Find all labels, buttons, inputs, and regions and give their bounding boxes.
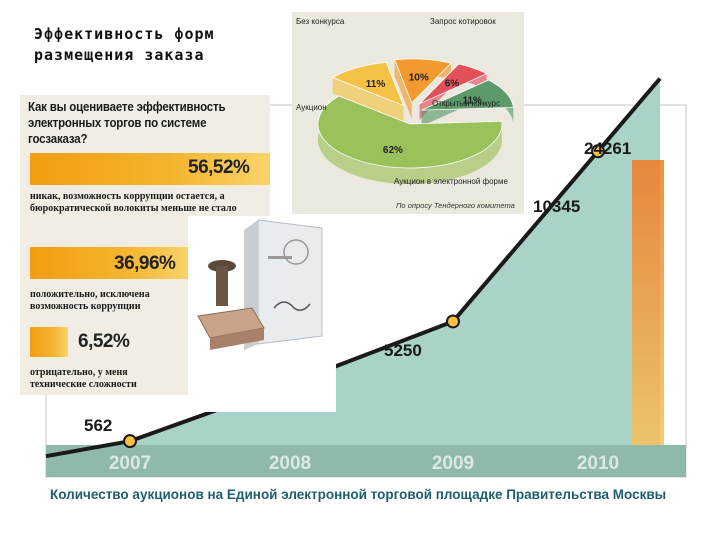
x-tick-2009: 2009 — [432, 453, 474, 474]
pie-slice-2 — [419, 63, 488, 105]
survey-question: Как вы оцениваете эффективность электрон… — [28, 100, 226, 146]
page-title: Эффективность форм размещения заказа — [34, 24, 215, 66]
survey-value-2: 36,96% — [114, 253, 176, 274]
pie-value-3: 11% — [462, 96, 482, 107]
survey-bar-3 — [30, 327, 68, 357]
survey-text-3: отрицательно, у меня технические сложнос… — [30, 367, 137, 390]
pie-label-5: Аукцион — [296, 103, 327, 112]
survey-value-3: 6,52% — [78, 331, 130, 352]
pie-slice-1 — [393, 58, 452, 104]
chart-caption: Количество аукционов на Единой электронн… — [50, 487, 667, 502]
survey-bar-2 — [30, 247, 190, 279]
value-label-2009: 10345 — [533, 197, 580, 216]
pie-label-4: Аукцион в электронной форме — [394, 177, 508, 186]
series-area — [46, 78, 660, 471]
survey-text-1: никак, возможность коррупции остается, а… — [30, 191, 237, 214]
value-label-2008: 5250 — [384, 341, 422, 360]
accent-strip — [632, 160, 664, 470]
value-label-2010: 24261 — [584, 139, 631, 158]
title-line-1: Эффективность форм — [34, 25, 215, 43]
procurement-pie: 11%10%6%11%62% Без конкурса Запрос котиро… — [296, 17, 515, 210]
pie-slice-4 — [317, 95, 503, 169]
data-point-2009 — [446, 314, 460, 329]
x-tick-2010: 2010 — [577, 453, 619, 474]
pie-label-1: Запрос котировок — [430, 17, 496, 26]
value-label-2007: 562 — [84, 416, 112, 435]
pie-slice-0 — [331, 61, 405, 107]
survey-bar-1 — [30, 153, 270, 185]
survey-value-1: 56,52% — [188, 157, 250, 178]
x-axis-band — [46, 445, 686, 477]
title-line-2: размещения заказа — [34, 46, 205, 64]
data-point-2010 — [591, 144, 605, 159]
data-point-2007 — [123, 434, 137, 449]
pie-value-4: 62% — [383, 145, 403, 156]
survey-text-2: положительно, исключена возможность корр… — [30, 289, 150, 312]
series-line — [45, 77, 662, 459]
pie-value-2: 6% — [445, 78, 460, 89]
x-tick-2007: 2007 — [109, 453, 151, 474]
pie-value-1: 10% — [409, 73, 429, 84]
stamp-illustration — [197, 219, 323, 350]
pie-value-0: 11% — [366, 79, 386, 90]
pie-clipping: 11% 10% 6% 11% 62% Без конкурса Запрос котиро… — [292, 12, 524, 214]
pie-slice-3 — [421, 79, 514, 111]
pie-caption: По опросу Тендерного комитета — [396, 201, 515, 210]
stamp-photo — [188, 216, 336, 412]
pie-label-3: Открытый конкурс — [432, 99, 500, 108]
pie-label-0: Без конкурса — [296, 17, 345, 26]
x-tick-2008: 2008 — [269, 453, 311, 474]
